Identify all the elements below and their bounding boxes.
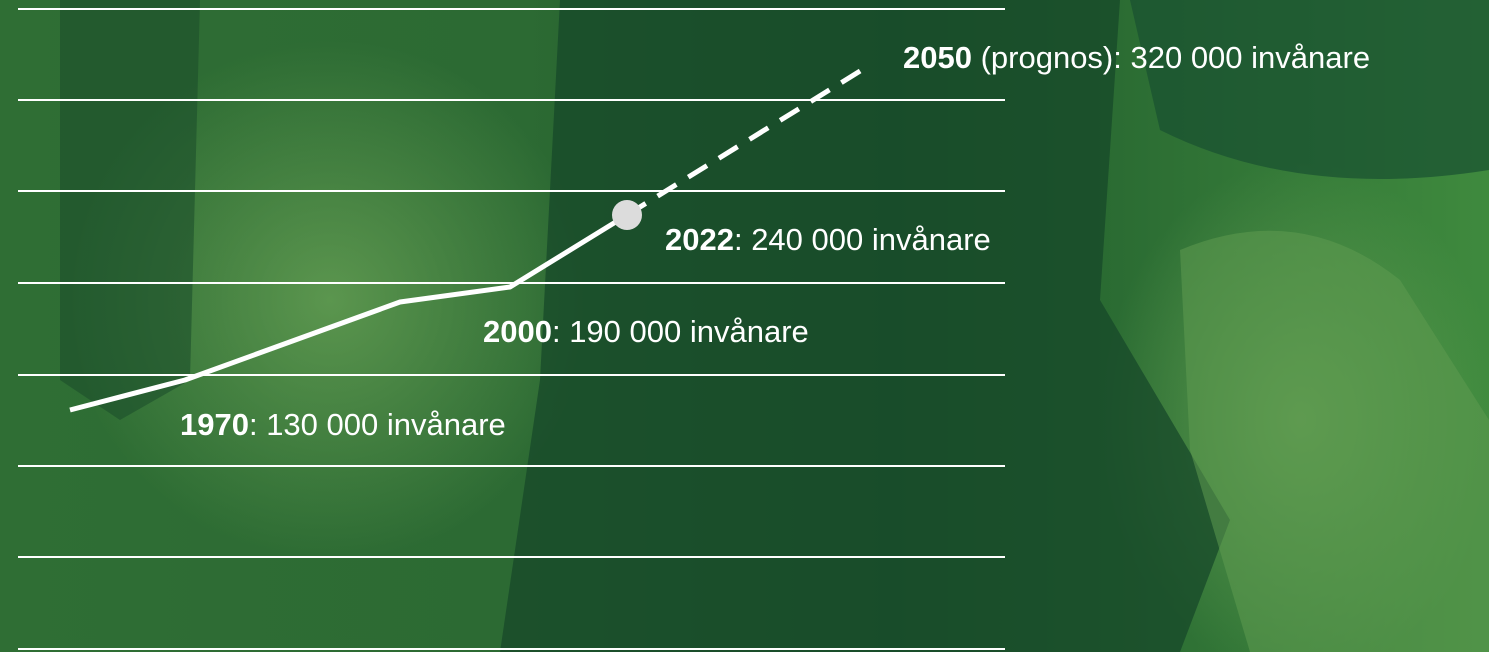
annotation-year: 2050 — [903, 40, 972, 75]
annotation-text: : 130 000 invånare — [249, 407, 506, 442]
annotation: 2050 (prognos): 320 000 invånare — [903, 40, 1370, 75]
annotation: 2000: 190 000 invånare — [483, 314, 809, 349]
annotation-year: 1970 — [180, 407, 249, 442]
annotation-year: 2000 — [483, 314, 552, 349]
infographic: 1970: 130 000 invånare 2000: 190 000 inv… — [0, 0, 1489, 652]
annotation-text: : 190 000 invånare — [552, 314, 809, 349]
annotation: 1970: 130 000 invånare — [180, 407, 506, 442]
page: {"annotations": [ {"year": "1970", "text… — [0, 0, 1489, 652]
annotation-year: 2022 — [665, 222, 734, 257]
current-marker — [612, 200, 642, 230]
annotation-text: (prognos): 320 000 invånare — [972, 40, 1370, 75]
annotation-text: : 240 000 invånare — [734, 222, 991, 257]
annotation: 2022: 240 000 invånare — [665, 222, 991, 257]
